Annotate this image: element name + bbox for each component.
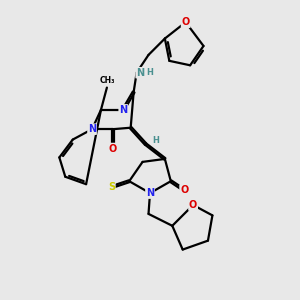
Text: O: O: [189, 200, 197, 210]
Text: O: O: [182, 17, 190, 27]
Text: CH₃: CH₃: [99, 76, 115, 85]
Text: N: N: [88, 124, 96, 134]
Text: H: H: [146, 68, 153, 77]
Text: O: O: [180, 185, 188, 195]
Text: N: N: [136, 68, 144, 78]
Text: N: N: [146, 188, 154, 198]
Text: N: N: [119, 105, 127, 115]
Text: O: O: [109, 143, 117, 154]
Text: H: H: [152, 136, 159, 145]
Text: S: S: [108, 182, 115, 192]
